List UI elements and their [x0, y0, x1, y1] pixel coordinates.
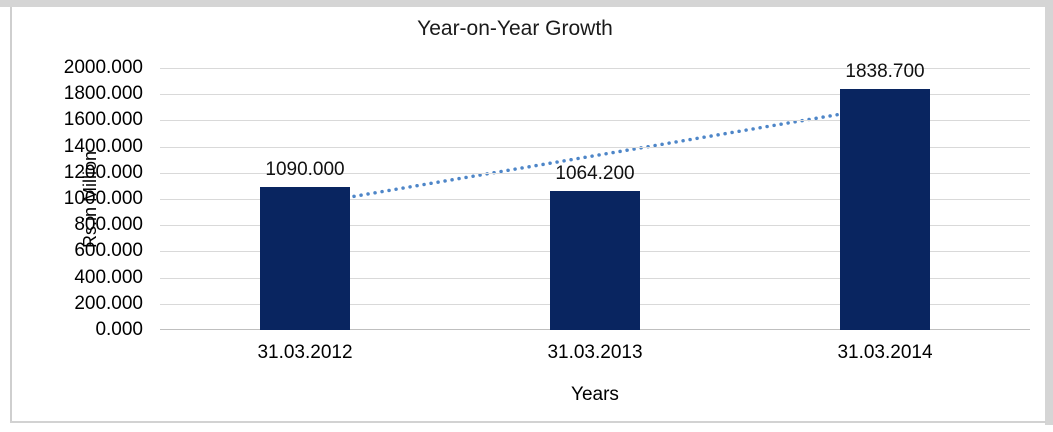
- bar-value-label: 1838.700: [845, 61, 925, 82]
- frame-border-top: [0, 0, 1053, 7]
- trendline: [303, 104, 887, 207]
- y-tick-label: 400.000: [74, 267, 143, 288]
- x-tick-label: 31.03.2013: [547, 342, 643, 363]
- gridline: [160, 94, 1030, 95]
- y-tick-label: 1600.000: [63, 109, 143, 130]
- y-tick-label: 1800.000: [63, 83, 143, 104]
- bar-value-label: 1064.200: [555, 163, 635, 184]
- frame-border-left: [10, 7, 12, 423]
- y-tick-label: 0.000: [95, 319, 143, 340]
- y-tick-label: 1000.000: [63, 188, 143, 209]
- bar-31.03.2014: [840, 89, 930, 330]
- y-tick-label: 600.000: [74, 240, 143, 261]
- gridline: [160, 147, 1030, 148]
- bar-value-label: 1090.000: [265, 159, 345, 180]
- y-tick-label: 1400.000: [63, 136, 143, 157]
- y-tick-label: 1200.000: [63, 162, 143, 183]
- plot-area: 1090.000 1064.200 1838.700: [160, 61, 1030, 330]
- x-tick-label: 31.03.2014: [837, 342, 933, 363]
- y-tick-label: 800.000: [74, 214, 143, 235]
- chart-title: Year-on-Year Growth: [417, 17, 613, 40]
- x-tick-label: 31.03.2012: [257, 342, 353, 363]
- gridline: [160, 120, 1030, 121]
- gridline: [160, 68, 1030, 69]
- y-tick-label: 200.000: [74, 293, 143, 314]
- bar-31.03.2013: [550, 191, 640, 330]
- y-tick-label: 2000.000: [63, 57, 143, 78]
- frame-border-right: [1045, 0, 1053, 425]
- frame-border-bottom: [10, 421, 1046, 423]
- gridline: [160, 173, 1030, 174]
- bar-31.03.2012: [260, 187, 350, 330]
- x-axis-title: Years: [571, 384, 619, 405]
- trendline-path: [303, 104, 887, 207]
